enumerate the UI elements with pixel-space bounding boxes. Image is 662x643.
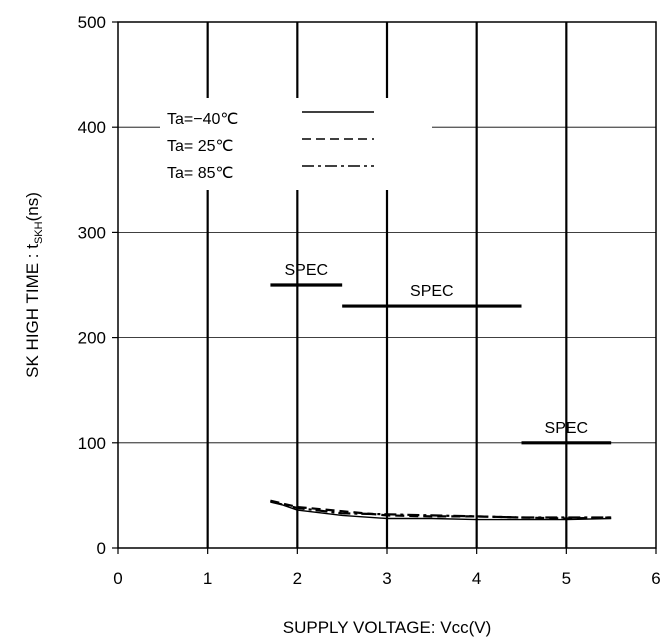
legend-label-3: Ta= 85℃ (167, 165, 233, 182)
y-axis-label: SK HIGH TIME : tSKH(ns) (23, 192, 45, 378)
x-tick-label: 3 (382, 569, 391, 588)
y-tick-label: 0 (97, 539, 106, 558)
legend-label-2: Ta= 25℃ (167, 138, 233, 155)
y-tick-label: 400 (78, 118, 106, 137)
x-tick-label: 5 (562, 569, 571, 588)
x-tick-label: 2 (293, 569, 302, 588)
series-line-3 (270, 500, 612, 519)
spec-label: SPEC (285, 262, 329, 279)
legend-background (160, 98, 432, 190)
x-tick-label: 4 (472, 569, 481, 588)
legend-label-1: Ta=−40℃ (167, 111, 238, 128)
x-tick-label: 0 (113, 569, 122, 588)
y-axis-label-main: SK HIGH TIME : t (23, 244, 42, 378)
y-tick-label: 300 (78, 223, 106, 242)
x-axis-label: SUPPLY VOLTAGE: Vcc(V) (283, 618, 491, 637)
axis-ticks: 0 1 2 3 4 5 6 0 100 200 300 400 500 (78, 13, 661, 588)
spec-lines: SPEC SPEC SPEC (270, 262, 612, 445)
y-tick-label: 200 (78, 329, 106, 348)
series-group (270, 499, 612, 521)
x-tick-label: 6 (651, 569, 660, 588)
spec-label: SPEC (545, 420, 589, 437)
series-line-1 (270, 500, 612, 521)
y-tick-label: 500 (78, 13, 106, 32)
legend: Ta=−40℃ Ta= 25℃ Ta= 85℃ (160, 98, 432, 190)
x-tick-label: 1 (203, 569, 212, 588)
y-tick-label: 100 (78, 434, 106, 453)
y-axis-label-unit: (ns) (23, 192, 42, 221)
y-axis-label-subscript: SKH (33, 221, 45, 244)
spec-label: SPEC (410, 283, 454, 300)
